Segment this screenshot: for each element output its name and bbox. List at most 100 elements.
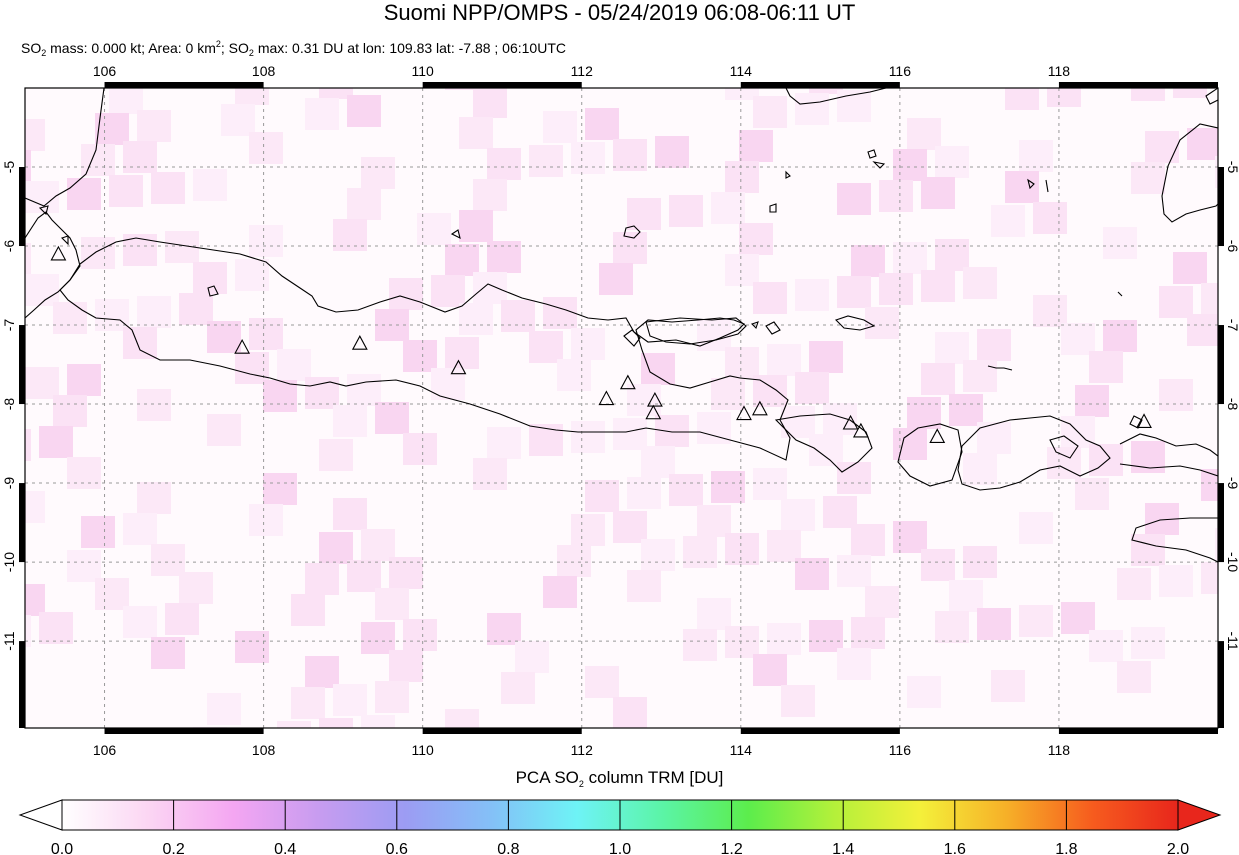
so2-pixel — [137, 389, 171, 421]
so2-pixel — [235, 88, 269, 105]
so2-pixel — [809, 434, 843, 466]
so2-pixel — [53, 302, 87, 334]
so2-pixel — [1061, 323, 1095, 355]
so2-pixel — [739, 223, 773, 255]
lat-tick-label-right: -9 — [1225, 477, 1239, 490]
lat-tick-label-left: -10 — [1, 552, 17, 572]
so2-pixel — [25, 491, 45, 523]
so2-pixel — [655, 415, 689, 447]
so2-pixel — [711, 192, 745, 224]
so2-pixel — [1159, 379, 1193, 411]
so2-pixel — [613, 418, 647, 450]
so2-pixel — [501, 672, 535, 704]
frame-bar-bottom — [104, 728, 264, 734]
lon-tick-label-bottom: 108 — [252, 742, 276, 758]
frame-bar-left — [19, 483, 25, 563]
so2-pixel — [193, 169, 227, 201]
so2-pixel — [1131, 534, 1165, 566]
colorbar-tick-label: 0.8 — [497, 841, 519, 855]
so2-pixel — [683, 629, 717, 661]
so2-pixel — [473, 272, 507, 304]
so2-pixel — [1173, 88, 1207, 98]
so2-pixel — [641, 446, 675, 478]
so2-pixel — [431, 368, 465, 400]
so2-pixel — [543, 111, 577, 143]
so2-pixel — [865, 586, 899, 618]
lon-tick-label-top: 110 — [412, 63, 435, 79]
so2-pixel — [151, 637, 185, 669]
so2-pixel — [81, 516, 115, 548]
so2-pixel — [669, 474, 703, 506]
lat-tick-label-left: -6 — [1, 240, 17, 253]
so2-pixel — [81, 144, 115, 176]
map-gridlines — [25, 88, 1218, 728]
volcano-marker — [50, 245, 67, 261]
so2-pixel — [305, 656, 339, 688]
so2-pixel — [221, 104, 255, 136]
so2-pixel — [711, 471, 745, 503]
so2-pixel — [977, 329, 1011, 361]
so2-pixel — [207, 321, 241, 353]
so2-pixel — [151, 544, 185, 576]
so2-pixel — [781, 406, 815, 438]
so2-pixel — [1159, 286, 1193, 318]
colorbar: 0.0 0.2 0.4 0.6 0.8 1.0 1.2 1.4 1.6 1.8 2.0 — [18, 799, 1222, 855]
so2-pixel — [137, 110, 171, 142]
volcano-marker — [852, 422, 869, 438]
map-frame-bars — [19, 82, 1224, 734]
so2-pixel — [67, 457, 101, 489]
lat-tick-label-left: -8 — [1, 398, 17, 411]
volcano-marker — [619, 374, 636, 390]
axis-tick-labels: 106 106 108 108 110 110 112 112 114 114 116 116 118 1… — [1, 63, 1239, 758]
so2-pixel — [445, 337, 479, 369]
so2-pixel — [865, 307, 899, 339]
so2-pixel — [949, 22, 983, 54]
so2-pixel — [963, 360, 997, 392]
colorbar-tick-label: 0.2 — [162, 841, 184, 855]
lat-tick-label-left: -7 — [1, 319, 17, 332]
so2-pixel — [39, 426, 73, 458]
so2-pixel — [319, 88, 353, 99]
so2-pixel — [305, 563, 339, 595]
so2-pixel — [809, 341, 843, 373]
so2-pixel — [25, 150, 31, 182]
so2-pixel — [641, 539, 675, 571]
lon-tick-label-top: 116 — [889, 63, 912, 79]
so2-pixel — [515, 641, 549, 673]
so2-pixel — [123, 141, 157, 173]
so2-pixel — [725, 88, 759, 100]
lon-tick-label-bottom: 116 — [889, 742, 912, 758]
so2-pixel — [599, 263, 633, 295]
so2-pixel — [809, 88, 843, 94]
so2-pixel — [543, 576, 577, 608]
volcano-marker — [736, 405, 752, 421]
so2-pixel — [963, 267, 997, 299]
so2-pixel — [627, 198, 661, 230]
so2-pixel — [389, 278, 423, 310]
so2-pixel — [1145, 131, 1179, 163]
so2-pixel — [95, 299, 129, 331]
so2-pixel — [949, 394, 983, 426]
so2-pixel — [487, 427, 521, 459]
so2-pixel — [25, 584, 45, 616]
so2-pixel — [529, 145, 563, 177]
so2-pixel — [669, 195, 703, 227]
so2-pixel — [25, 181, 59, 213]
colorbar-ticks: 0.0 0.2 0.4 0.6 0.8 1.0 1.2 1.4 1.6 1.8 2.0 — [51, 800, 1189, 855]
so2-pixel — [921, 177, 955, 209]
so2-pixel — [935, 239, 969, 271]
so2-pixel — [249, 504, 283, 536]
so2-pixel — [123, 327, 157, 359]
so2-pixel — [333, 684, 367, 716]
frame-bar-bottom — [1058, 728, 1218, 734]
so2-pixel — [767, 530, 801, 562]
volcano-marker — [1136, 413, 1152, 428]
so2-pixel — [1201, 4, 1235, 36]
so2-pixel — [333, 498, 367, 530]
so2-pixel — [893, 242, 927, 274]
lon-tick-label-top: 114 — [730, 63, 753, 79]
so2-pixel — [627, 570, 661, 602]
so2-pixel — [25, 429, 31, 461]
so2-pixel — [403, 433, 437, 465]
so2-pixel — [1061, 602, 1095, 634]
